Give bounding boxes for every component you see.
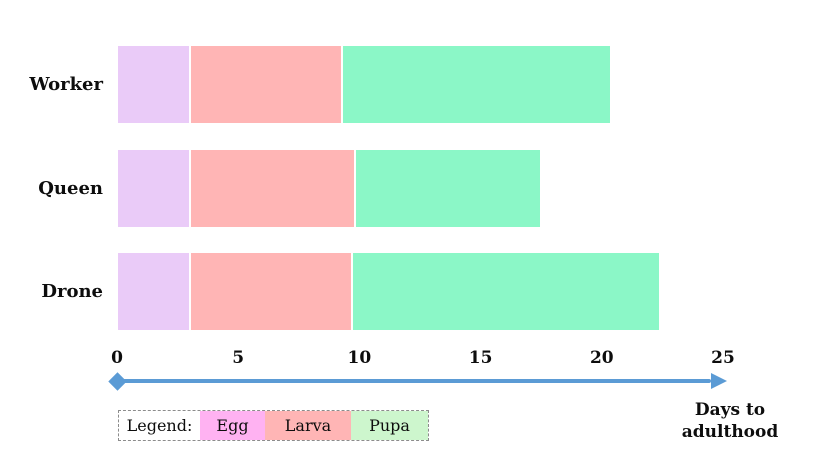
x-tick-label-5: 5 (232, 348, 245, 368)
bar-segment-queen-larva (189, 149, 355, 228)
bar-segment-drone-egg (117, 252, 190, 331)
legend-title: Legend: (119, 411, 200, 440)
axis-line (117, 379, 711, 383)
bar-segment-drone-pupa (352, 252, 660, 331)
legend-item-pupa: Pupa (351, 411, 428, 440)
x-tick-label-0: 0 (111, 348, 123, 368)
legend-items: Egg Larva Pupa (200, 411, 428, 440)
axis-arrow-head-icon (711, 373, 727, 389)
x-tick-label-25: 25 (711, 348, 735, 368)
row-label-queen: Queen (38, 177, 103, 199)
legend-item-egg: Egg (200, 411, 265, 440)
bar-segment-queen-pupa (354, 149, 542, 228)
bar-segment-queen-egg (117, 149, 190, 228)
bar-segment-worker-pupa (342, 45, 612, 124)
x-axis-title: Days to adulthood (681, 400, 779, 442)
bar-segment-drone-larva (189, 252, 353, 331)
row-label-worker: Worker (29, 73, 103, 95)
bar-segment-worker-larva (189, 45, 343, 124)
x-tick-label-20: 20 (589, 348, 614, 368)
legend-item-larva: Larva (265, 411, 351, 440)
legend: Legend: Egg Larva Pupa (118, 410, 429, 441)
row-label-drone: Drone (41, 280, 103, 302)
axis-start-diamond-icon (108, 372, 127, 391)
x-tick-label-15: 15 (468, 348, 493, 368)
x-tick-label-10: 10 (347, 348, 372, 368)
bar-segment-worker-egg (117, 45, 190, 124)
